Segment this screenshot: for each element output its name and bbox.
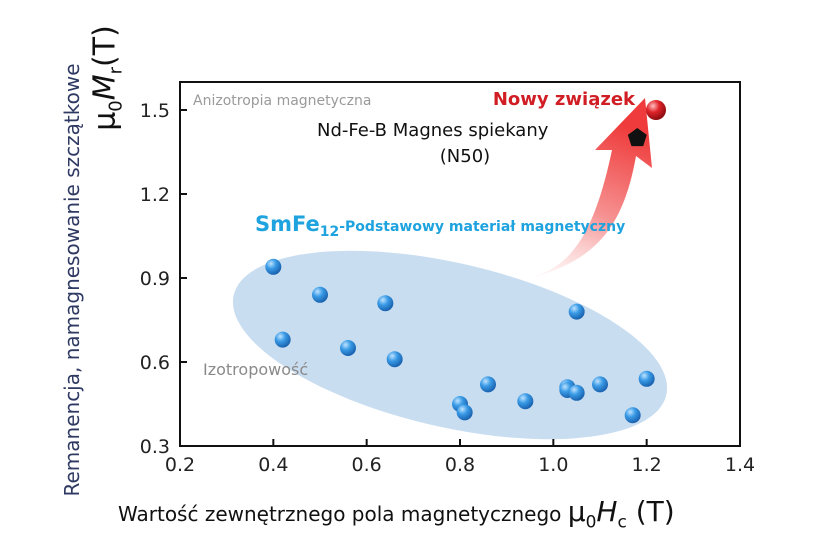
x-tick-label: 1.4 xyxy=(725,454,755,476)
x-tick-label: 0.6 xyxy=(352,454,382,476)
new-compound-point xyxy=(646,100,666,120)
y-axis-title: Remanencja, namagnesowanie szczątkowe xyxy=(60,63,84,497)
x-axis-title: Wartość zewnętrznego pola magnetycznego … xyxy=(118,495,675,533)
y-tick-label: 1.5 xyxy=(140,100,170,122)
x-tick-label: 1.2 xyxy=(632,454,662,476)
smfe12-point xyxy=(592,376,608,393)
isotropy-region xyxy=(232,250,668,440)
x-tick-label: 0.4 xyxy=(258,454,288,476)
ndfeb-point xyxy=(627,128,647,147)
x-tick-label: 0.8 xyxy=(445,454,475,476)
smfe12-point xyxy=(340,340,356,356)
smfe12-point xyxy=(377,295,394,312)
smfe12-point xyxy=(624,407,641,424)
ndfeb-label: Nd-Fe-B Magnes spiekany xyxy=(317,120,549,141)
smfe12-point xyxy=(480,376,496,393)
x-tick-label: 0.2 xyxy=(165,454,195,476)
smfe12-point xyxy=(456,404,473,421)
new-compound-label: Nowy związek xyxy=(493,89,636,110)
ndfeb-grade-label: (N50) xyxy=(440,146,490,167)
isotropy-label: Izotropowość xyxy=(203,360,308,379)
smfe12-point xyxy=(265,258,282,275)
y-tick-label: 0.3 xyxy=(140,436,170,458)
smfe12-label: SmFe12-Podstawowy materiał magnetyczny xyxy=(255,212,625,240)
y-tick-label: 1.2 xyxy=(140,184,170,206)
smfe12-point xyxy=(312,286,328,303)
smfe12-point xyxy=(568,303,585,320)
y-tick-label: 0.9 xyxy=(140,268,170,290)
y-tick-label: 0.6 xyxy=(140,352,170,374)
smfe12-point xyxy=(274,331,291,348)
smfe12-point xyxy=(386,351,403,368)
anisotropy-label: Anizotropia magnetyczna xyxy=(193,93,371,109)
smfe12-point xyxy=(517,393,534,410)
x-tick-label: 1.0 xyxy=(538,454,568,476)
improvement-arrow xyxy=(515,98,652,282)
smfe12-point xyxy=(638,370,655,387)
y-axis-unit: μ0Mr(T) xyxy=(87,25,127,131)
smfe12-point xyxy=(568,384,585,401)
